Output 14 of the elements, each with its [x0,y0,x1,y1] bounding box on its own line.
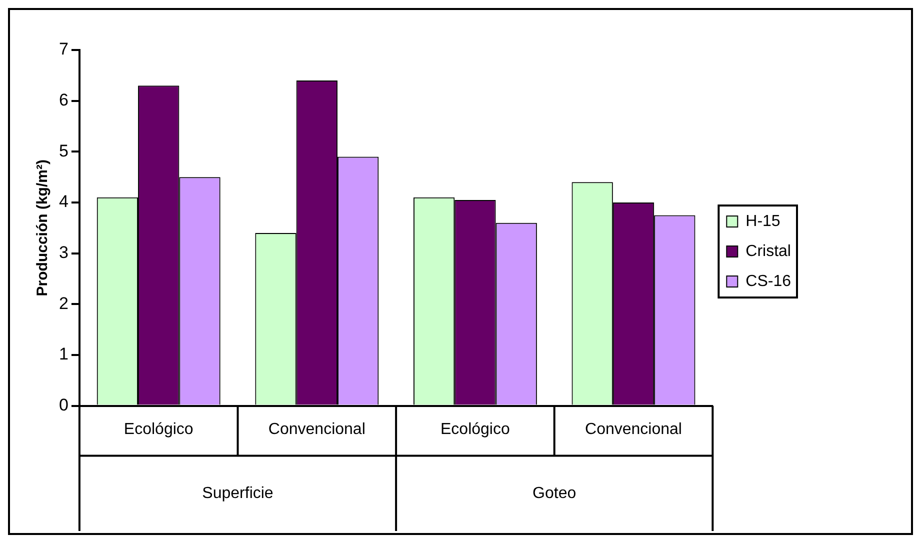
y-tick-label: 2 [58,294,68,313]
y-tick-label: 6 [58,90,68,110]
legend-label: CS-16 [746,272,792,290]
y-tick-label: 3 [58,243,68,262]
y-axis-title: Producción (kg/m²) [34,160,52,296]
legend-label: Cristal [746,242,791,260]
text: Goteo [532,484,576,502]
text: Superficie [202,484,274,502]
y-tick-label: 7 [58,40,68,59]
y-tick-label: 5 [58,141,68,160]
y-tick-label: 1 [58,344,68,364]
legend-label: H-15 [746,212,780,230]
y-tick-label: 4 [58,192,68,212]
y-tick-label: 0 [58,395,68,414]
